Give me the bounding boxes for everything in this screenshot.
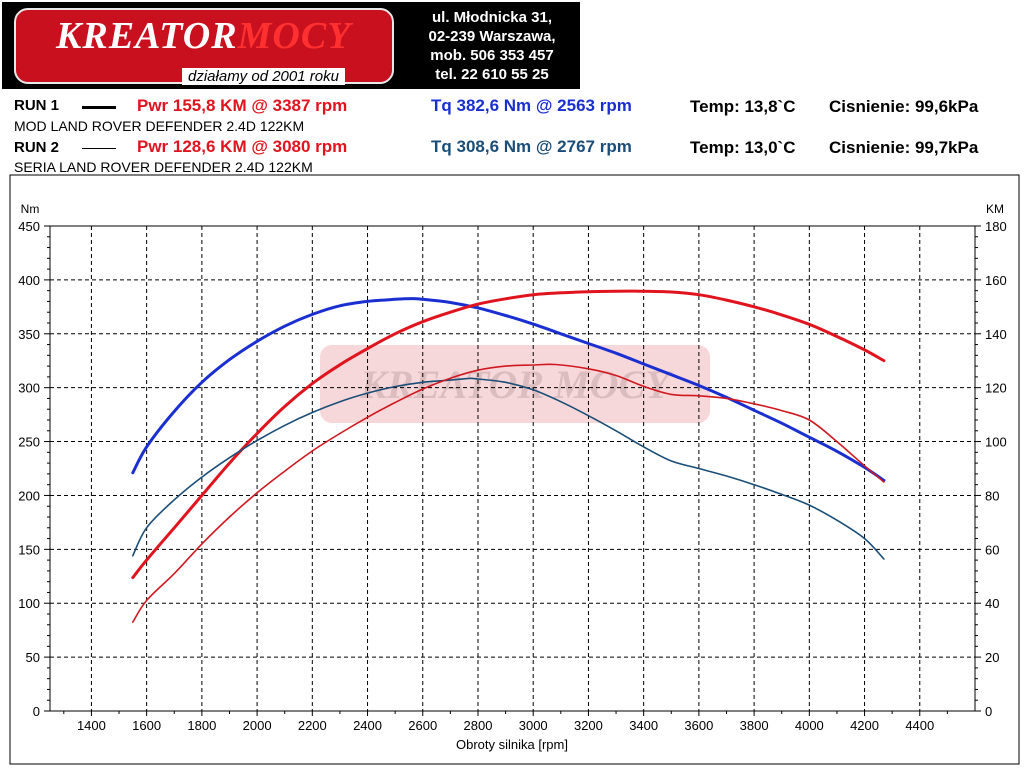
run2-label: RUN 2 [14, 139, 60, 156]
run1-power: Pwr 155,8 KM @ 3387 rpm [137, 96, 348, 115]
y-left-tick-label: 250 [18, 435, 40, 450]
series-line-1 [131, 297, 886, 482]
x-tick-label: 3400 [629, 718, 658, 733]
run2-line-sample [82, 148, 116, 149]
run2-pressure: Cisnienie: 99,7kPa [829, 138, 979, 157]
contact-address: ul. Młodnicka 31, [431, 9, 553, 26]
run2-description: SERIA LAND ROVER DEFENDER 2.4D 122KM [14, 159, 313, 175]
y-right-tick-label: 120 [985, 381, 1007, 396]
logo-brand-a: KREATOR [56, 15, 238, 57]
x-tick-label: 3600 [684, 718, 713, 733]
series-line-2 [131, 289, 886, 580]
y-right-tick-label: 0 [985, 704, 992, 719]
y-left-tick-label: 300 [18, 381, 40, 396]
run2-torque: Tq 308,6 Nm @ 2767 rpm [431, 137, 632, 156]
chart-frame [9, 174, 1020, 765]
y-right-tick-label: 60 [985, 542, 999, 557]
y-right-tick-label: 140 [985, 327, 1007, 342]
x-tick-label: 2400 [353, 718, 382, 733]
x-tick-label: 3800 [740, 718, 769, 733]
run2-power: Pwr 128,6 KM @ 3080 rpm [137, 137, 348, 156]
logo-wordmark: KREATORMOCY [56, 14, 351, 58]
contact-phone: tel. 22 610 55 25 [435, 66, 549, 83]
y-right-tick-label: 160 [985, 273, 1007, 288]
logo-brand-b: MOCY [237, 15, 352, 57]
x-tick-label: 3000 [519, 718, 548, 733]
y-left-tick-label: 200 [18, 488, 40, 503]
y-left-tick-label: 50 [26, 650, 40, 665]
x-axis-label: Obroty silnika [rpm] [456, 737, 568, 752]
y-left-tick-label: 0 [33, 704, 40, 719]
contact-block: ul. Młodnicka 31, 02-239 Warszawa, mob. … [402, 8, 582, 84]
run1-label: RUN 1 [14, 97, 60, 114]
run2-temp: Temp: 13,0`C [690, 138, 796, 157]
x-tick-label: 2000 [243, 718, 272, 733]
y-left-tick-label: 100 [18, 596, 40, 611]
y-right-tick-label: 20 [985, 650, 999, 665]
x-tick-label: 1600 [132, 718, 161, 733]
y-right-tick-label: 100 [985, 435, 1007, 450]
y-left-tick-label: 450 [18, 219, 40, 234]
run1-torque: Tq 382,6 Nm @ 2563 rpm [431, 96, 632, 115]
logo-tagline: działamy od 2001 roku [182, 68, 345, 85]
y-right-tick-label: 40 [985, 596, 999, 611]
contact-mobile: mob. 506 353 457 [430, 47, 554, 64]
x-tick-label: 4000 [795, 718, 824, 733]
logo-banner: KREATORMOCY działamy od 2001 roku ul. Mł… [2, 2, 580, 89]
x-tick-label: 2200 [298, 718, 327, 733]
run1-pressure: Cisnienie: 99,6kPa [829, 97, 979, 116]
plot-area [49, 225, 976, 712]
contact-city: 02-239 Warszawa, [428, 28, 556, 45]
x-tick-label: 2800 [464, 718, 493, 733]
y-left-tick-label: 350 [18, 327, 40, 342]
x-tick-label: 1800 [187, 718, 216, 733]
x-tick-label: 4400 [905, 718, 934, 733]
x-tick-label: 2600 [408, 718, 437, 733]
y-left-tick-label: 400 [18, 273, 40, 288]
y-left-tick-label: 150 [18, 542, 40, 557]
x-tick-label: 1400 [77, 718, 106, 733]
series-line-3 [132, 377, 885, 560]
y-right-tick-label: 80 [985, 488, 999, 503]
y-right-tick-label: 180 [985, 219, 1007, 234]
run1-description: MOD LAND ROVER DEFENDER 2.4D 122KM [14, 118, 305, 134]
series-line-4 [132, 363, 885, 623]
x-tick-label: 3200 [574, 718, 603, 733]
x-tick-label: 4200 [850, 718, 879, 733]
y-left-axis-label: Nm [21, 202, 40, 216]
y-right-axis-label: KM [986, 202, 1004, 216]
run1-temp: Temp: 13,8`C [690, 97, 796, 116]
run1-line-sample [82, 106, 116, 109]
